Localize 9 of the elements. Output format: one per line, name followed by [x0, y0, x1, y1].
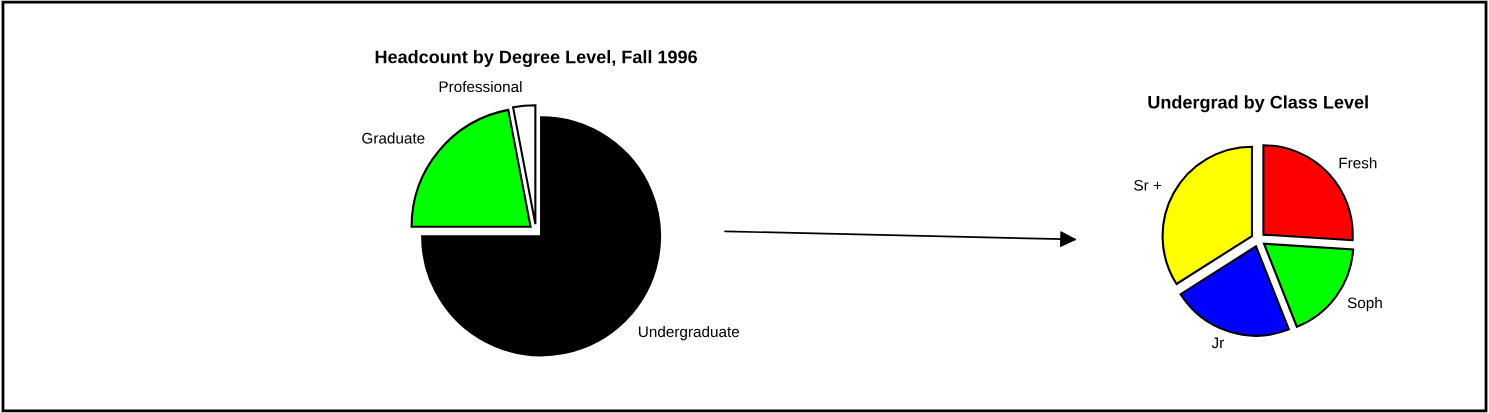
chart-title: Headcount by Degree Level, Fall 1996	[375, 50, 697, 67]
slice-label: Jr	[1211, 337, 1224, 349]
slice-label: Undergraduate	[638, 325, 740, 341]
slice-label: Sr +	[1134, 179, 1162, 191]
slice-label: Fresh	[1339, 157, 1377, 169]
slice-label: Graduate	[362, 132, 425, 144]
slice-label: Professional	[439, 80, 522, 93]
chart-title: Undergrad by Class Level	[1148, 95, 1368, 113]
slice-label: Soph	[1347, 297, 1382, 312]
